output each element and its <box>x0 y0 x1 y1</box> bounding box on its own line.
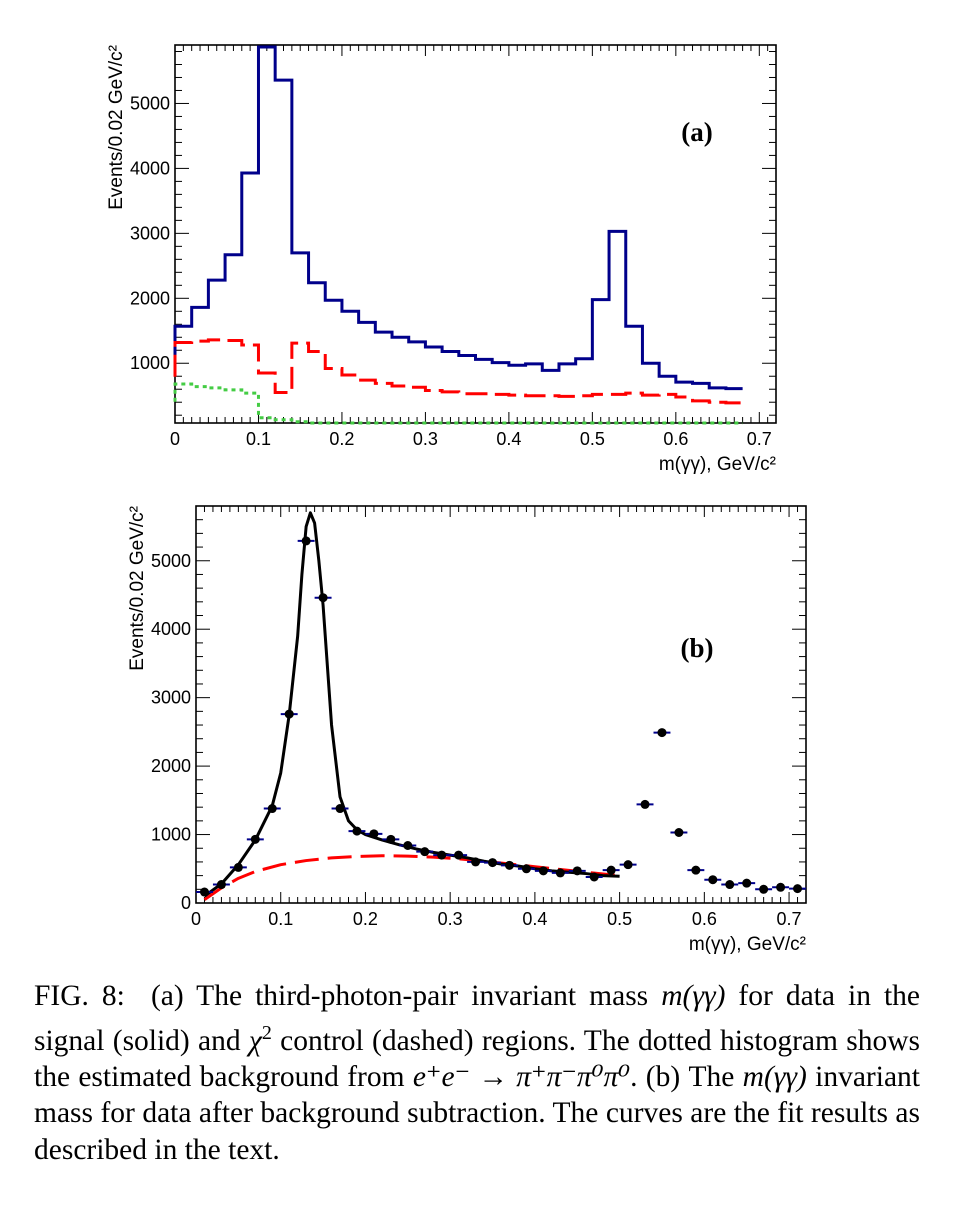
x-tick-label: 0.1 <box>246 429 271 449</box>
data-point <box>742 878 752 888</box>
y-tick-label: 4000 <box>151 619 191 639</box>
x-tick-label: 0.7 <box>747 429 772 449</box>
data-point <box>233 862 243 872</box>
plot-frame <box>174 44 777 424</box>
data-point <box>521 864 531 874</box>
y-tick-label: 3000 <box>130 223 170 243</box>
data-point <box>606 865 616 875</box>
data-point <box>216 880 226 890</box>
figure: 0 0.1 0.2 0.3 0.4 0.5 0.6 0.7 1000 2000 3000 4000 50… <box>106 44 807 955</box>
x-tick-label: 0.5 <box>580 429 605 449</box>
data-point <box>657 728 667 738</box>
x-tick-label: 0.4 <box>522 909 547 929</box>
data-point <box>725 880 735 890</box>
histogram-dashed <box>173 338 743 405</box>
data-point <box>589 872 599 882</box>
caption-part-b1: . (b) The <box>630 1060 743 1093</box>
x-tick-label: 0.2 <box>353 909 378 929</box>
data-point <box>572 866 582 876</box>
caption-part-a2: for data in the signal (solid) and <box>34 980 921 1057</box>
panel-label-a: (a) <box>681 117 712 147</box>
caption-mgg: m(γγ) <box>661 980 726 1012</box>
figure-caption: FIG. 8: (a) The third-photon-pair invari… <box>34 978 920 1168</box>
data-point <box>420 847 430 857</box>
y-tick-label: 5000 <box>151 551 191 571</box>
x-tick-label: 0.2 <box>329 429 354 449</box>
data-point <box>386 834 396 844</box>
data-point <box>623 860 633 870</box>
fit-total-curve <box>203 511 620 898</box>
data-point <box>504 860 514 870</box>
data-point <box>369 829 379 839</box>
caption-chi-sup: 2 <box>261 1021 272 1044</box>
data-point <box>403 841 413 851</box>
plot-frame <box>195 505 807 904</box>
data-point <box>301 536 311 546</box>
data-point <box>318 593 328 603</box>
panel-label-b: (b) <box>681 633 714 663</box>
y-tick-label: 0 <box>181 893 191 913</box>
data-point <box>250 834 260 844</box>
data-point <box>267 804 277 814</box>
data-point <box>454 850 464 860</box>
data-point <box>793 884 803 894</box>
data-point <box>691 865 701 875</box>
x-tick-label: 0 <box>170 429 180 449</box>
y-axis-label: Events/0.02 GeV/c² <box>127 506 148 671</box>
data-point <box>674 827 684 837</box>
x-axis-label: m(γγ), GeV/c² <box>659 454 776 475</box>
caption-mgg-b: m(γγ) <box>742 1060 807 1093</box>
caption-part-a3: control (dashed) regions. The dotted his… <box>34 1024 920 1093</box>
data-point <box>708 875 718 885</box>
x-tick-label: 0.6 <box>663 429 688 449</box>
fit-background-curve <box>203 854 620 901</box>
caption-reaction: e⁺e⁻ → π⁺π⁻π⁰π⁰ <box>412 1060 631 1093</box>
caption-lead: FIG. 8: <box>34 980 125 1012</box>
y-tick-label: 1000 <box>151 825 191 845</box>
y-tick-label: 1000 <box>130 353 170 373</box>
y-tick-label: 2000 <box>130 288 170 308</box>
caption-part-b2: invariant mass for data after background… <box>34 1060 920 1166</box>
caption-part-a: (a) The third-photon-pair invariant mass <box>150 980 662 1012</box>
caption-chi: χ <box>248 1024 262 1057</box>
data-point <box>335 804 345 814</box>
data-point <box>488 858 498 868</box>
data-point <box>437 850 447 860</box>
x-axis-label: m(γγ), GeV/c² <box>689 934 806 955</box>
x-tick-label: 0.7 <box>777 909 802 929</box>
y-tick-label: 5000 <box>130 93 170 113</box>
x-tick-label: 0.3 <box>438 909 463 929</box>
x-tick-label: 0.1 <box>268 909 293 929</box>
data-point <box>284 709 294 719</box>
x-tick-label: 0.4 <box>496 429 521 449</box>
data-point <box>555 868 565 878</box>
histogram-solid <box>173 45 743 391</box>
data-point <box>776 882 786 892</box>
data-point <box>199 887 209 897</box>
y-axis-label: Events/0.02 GeV/c² <box>106 45 127 210</box>
y-tick-label: 4000 <box>130 158 170 178</box>
data-point <box>640 799 650 809</box>
data-point <box>538 866 548 876</box>
data-point <box>471 857 481 867</box>
panel-b-fit-plot: 0 0.1 0.2 0.3 0.4 0.5 0.6 0.7 0 1000 2000 3000 4000 5… <box>127 505 807 955</box>
x-tick-label: 0.3 <box>413 429 438 449</box>
y-tick-label: 2000 <box>151 756 191 776</box>
y-tick-label: 3000 <box>151 688 191 708</box>
data-point <box>759 884 769 894</box>
x-tick-label: 0 <box>191 909 201 929</box>
histogram-dotted <box>173 382 743 425</box>
x-tick-label: 0.5 <box>607 909 632 929</box>
data-point <box>352 826 362 836</box>
panel-a-histogram: 0 0.1 0.2 0.3 0.4 0.5 0.6 0.7 1000 2000 3000 4000 50… <box>106 44 777 475</box>
x-tick-label: 0.6 <box>692 909 717 929</box>
